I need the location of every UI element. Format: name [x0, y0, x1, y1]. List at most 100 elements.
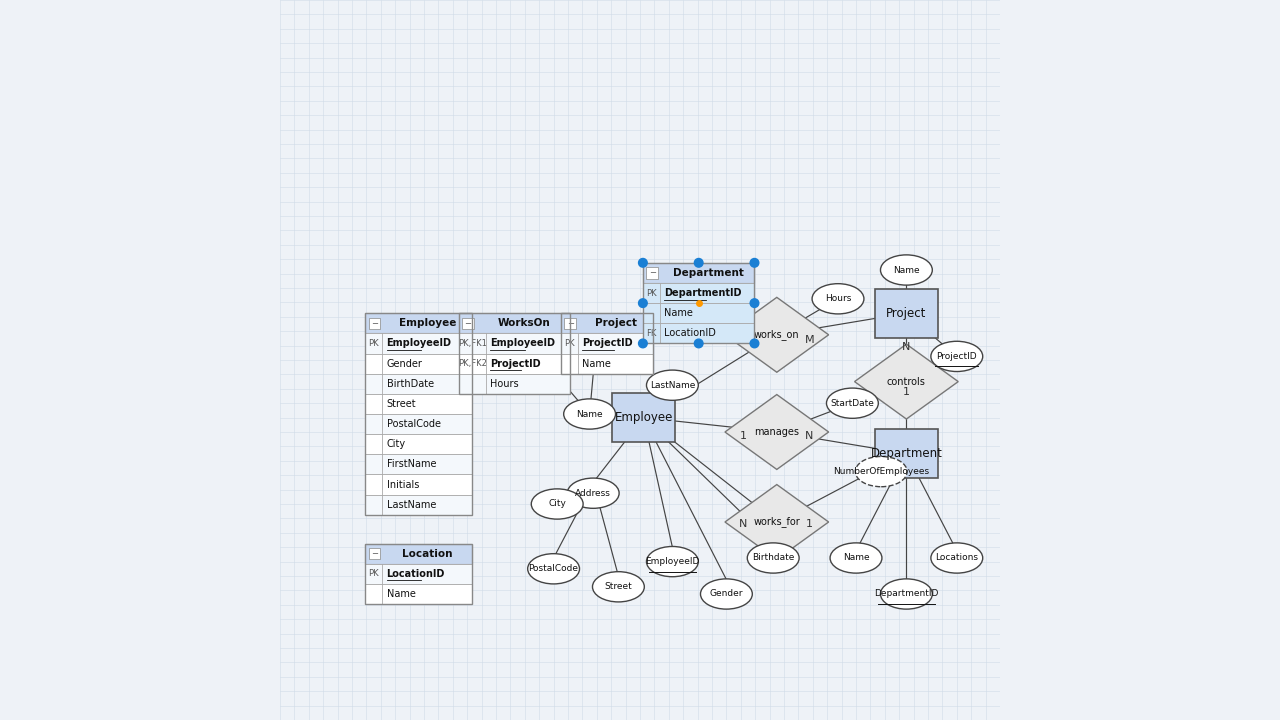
Polygon shape [724, 297, 828, 372]
Ellipse shape [571, 320, 623, 350]
FancyBboxPatch shape [643, 283, 754, 303]
Text: 1: 1 [902, 387, 910, 397]
FancyBboxPatch shape [365, 564, 471, 584]
Text: Location: Location [402, 549, 453, 559]
Text: PK: PK [564, 339, 575, 348]
Text: −: − [567, 319, 573, 328]
Circle shape [639, 258, 648, 267]
Text: ProjectID: ProjectID [937, 352, 977, 361]
Text: Employee: Employee [399, 318, 456, 328]
Ellipse shape [881, 255, 932, 285]
Text: EmployeeID: EmployeeID [387, 338, 452, 348]
FancyBboxPatch shape [365, 495, 471, 515]
FancyBboxPatch shape [365, 584, 471, 604]
FancyBboxPatch shape [365, 333, 471, 354]
Ellipse shape [855, 456, 908, 487]
Text: N: N [902, 342, 910, 352]
Polygon shape [724, 395, 828, 469]
Text: Initials: Initials [387, 480, 419, 490]
Text: BirthDate: BirthDate [387, 379, 434, 389]
Text: DepartmentID: DepartmentID [874, 590, 938, 598]
Text: LocationID: LocationID [664, 328, 717, 338]
Text: Address: Address [575, 489, 611, 498]
Text: ProjectID: ProjectID [490, 359, 541, 369]
FancyBboxPatch shape [365, 454, 471, 474]
FancyBboxPatch shape [561, 313, 653, 333]
Text: M: M [804, 335, 814, 345]
Text: EmployeeID: EmployeeID [490, 338, 556, 348]
Circle shape [639, 299, 648, 307]
FancyBboxPatch shape [365, 434, 471, 454]
Text: Name: Name [576, 410, 603, 418]
Text: LastName: LastName [387, 500, 436, 510]
Text: FK: FK [646, 329, 657, 338]
Text: PK: PK [369, 339, 379, 348]
Text: FirstName: FirstName [387, 459, 436, 469]
Text: City: City [387, 439, 406, 449]
Text: controls: controls [887, 377, 925, 387]
FancyBboxPatch shape [612, 393, 676, 442]
Text: NumberOfEmployees: NumberOfEmployees [833, 467, 929, 476]
Text: Initials: Initials [582, 330, 612, 339]
FancyBboxPatch shape [646, 267, 658, 279]
Text: Employee: Employee [614, 411, 673, 424]
Ellipse shape [827, 388, 878, 418]
Text: PK,FK2: PK,FK2 [458, 359, 486, 368]
Circle shape [694, 258, 703, 267]
Text: manages: manages [754, 427, 799, 437]
Text: Street: Street [387, 399, 416, 409]
Text: DepartmentID: DepartmentID [664, 288, 742, 298]
Text: PostalCode: PostalCode [387, 419, 440, 429]
FancyBboxPatch shape [458, 333, 570, 354]
FancyBboxPatch shape [458, 374, 570, 394]
FancyBboxPatch shape [365, 544, 471, 564]
Ellipse shape [646, 546, 699, 577]
Text: Hours: Hours [490, 379, 518, 389]
Ellipse shape [881, 579, 932, 609]
Text: Name: Name [842, 554, 869, 562]
Text: ProjectID: ProjectID [582, 338, 634, 348]
FancyBboxPatch shape [365, 414, 471, 434]
Text: Project: Project [595, 318, 637, 328]
Ellipse shape [527, 554, 580, 584]
FancyBboxPatch shape [643, 323, 754, 343]
Text: works_on: works_on [754, 329, 800, 341]
FancyBboxPatch shape [561, 333, 653, 354]
Text: PostalCode: PostalCode [529, 564, 579, 573]
Polygon shape [724, 485, 828, 559]
Text: WorksOn: WorksOn [498, 318, 550, 328]
FancyBboxPatch shape [458, 313, 570, 333]
Polygon shape [855, 344, 959, 419]
Ellipse shape [748, 543, 799, 573]
FancyBboxPatch shape [874, 289, 938, 338]
Text: N: N [739, 335, 748, 345]
Text: Hours: Hours [824, 294, 851, 303]
Ellipse shape [700, 579, 753, 609]
FancyBboxPatch shape [369, 318, 380, 329]
FancyBboxPatch shape [643, 303, 754, 323]
Ellipse shape [593, 572, 644, 602]
Ellipse shape [521, 348, 572, 379]
Text: Name: Name [893, 266, 920, 274]
Text: 1: 1 [740, 431, 746, 441]
Ellipse shape [531, 489, 584, 519]
Text: PK,FK1: PK,FK1 [458, 339, 486, 348]
Ellipse shape [931, 341, 983, 372]
Circle shape [750, 299, 759, 307]
Text: Name: Name [664, 308, 694, 318]
Text: −: − [371, 549, 378, 558]
Ellipse shape [567, 478, 620, 508]
FancyBboxPatch shape [365, 374, 471, 394]
Ellipse shape [563, 399, 616, 429]
FancyBboxPatch shape [369, 548, 380, 559]
Text: Department: Department [870, 447, 942, 460]
FancyBboxPatch shape [458, 354, 570, 374]
Text: FirstName: FirstName [524, 359, 570, 368]
Ellipse shape [646, 370, 699, 400]
Text: works_for: works_for [754, 516, 800, 528]
Circle shape [694, 339, 703, 348]
Ellipse shape [812, 284, 864, 314]
Ellipse shape [831, 543, 882, 573]
Text: −: − [465, 319, 471, 328]
FancyBboxPatch shape [874, 429, 938, 478]
